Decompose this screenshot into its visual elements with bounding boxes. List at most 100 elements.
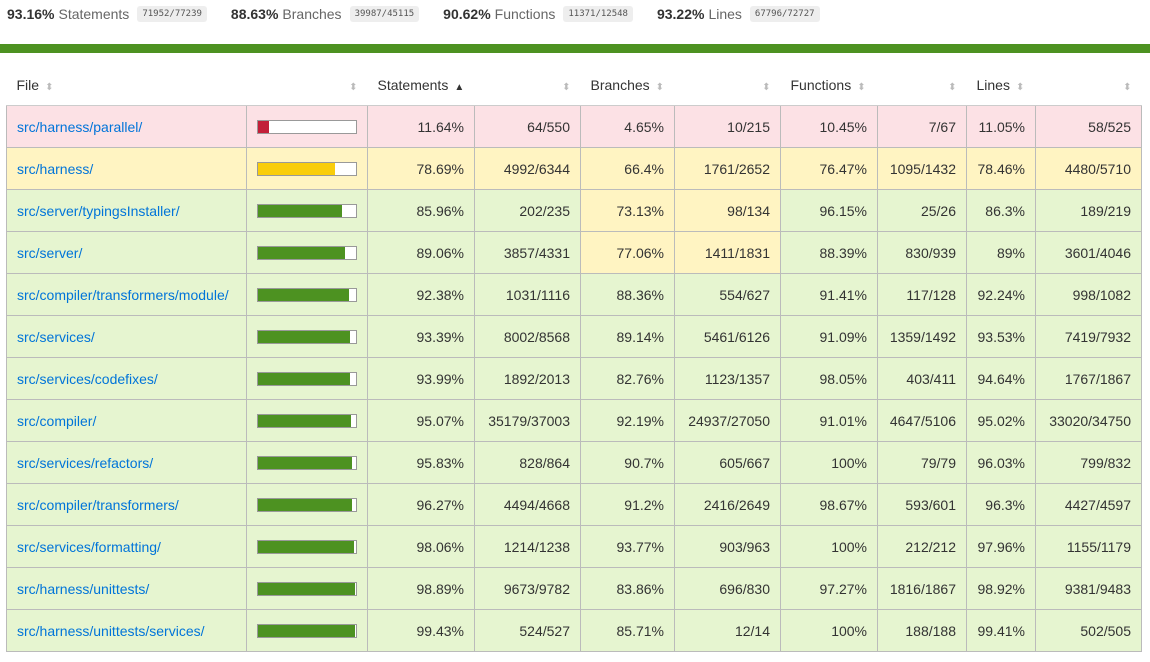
statements-fraction: 4992/6344 — [474, 147, 581, 190]
functions-fraction: 593/601 — [877, 483, 967, 526]
header-label: Branches — [590, 77, 650, 93]
statements-pct: 93.99% — [367, 357, 475, 400]
sort-icon: ⬍ — [655, 82, 665, 93]
sort-icon: ⬍ — [1015, 82, 1025, 93]
sort-icon: ⬍ — [1123, 82, 1132, 93]
table-row: src/services/formatting/98.06% 1214/1238 9… — [6, 525, 1142, 568]
coverage-bar — [257, 581, 357, 596]
statements-fraction: 202/235 — [474, 189, 581, 232]
coverage-bar-cell — [246, 315, 368, 358]
file-link[interactable]: src/harness/unittests/services/ — [17, 622, 205, 639]
functions-fraction: 79/79 — [877, 441, 967, 484]
header-statements-raw[interactable]: ⬍ — [474, 65, 581, 106]
header-statements[interactable]: Statements ▲ — [367, 65, 475, 106]
branches-pct: 88.36% — [580, 273, 675, 316]
branches-pct: 91.2% — [580, 483, 675, 526]
functions-pct: 96.15% — [780, 189, 878, 232]
lines-pct: 97.96% — [966, 525, 1036, 568]
header-functions[interactable]: Functions ⬍ — [780, 65, 878, 106]
summary-lines: 93.22% Lines 67796/72727 — [657, 6, 820, 22]
statements-pct: 92.38% — [367, 273, 475, 316]
functions-pct: 100% — [780, 525, 878, 568]
lines-pct: 99.41% — [966, 609, 1036, 652]
file-link[interactable]: src/harness/parallel/ — [17, 118, 143, 135]
file-cell: src/services/codefixes/ — [6, 357, 247, 400]
file-cell: src/compiler/transformers/ — [6, 483, 247, 526]
coverage-bar-cell — [246, 189, 368, 232]
lines-fraction: 502/505 — [1035, 609, 1142, 652]
statements-pct: 96.27% — [367, 483, 475, 526]
functions-fraction: 7/67 — [877, 105, 967, 148]
header-statements-bar[interactable]: ⬍ — [246, 65, 368, 106]
functions-fraction: 1359/1492 — [877, 315, 967, 358]
statements-fraction: 1031/1116 — [474, 273, 581, 316]
summary-pct: 93.16% — [7, 6, 55, 22]
header-lines-raw[interactable]: ⬍ — [1035, 65, 1142, 106]
file-cell: src/compiler/ — [6, 399, 247, 442]
lines-pct: 78.46% — [966, 147, 1036, 190]
statements-pct: 85.96% — [367, 189, 475, 232]
branches-fraction: 1411/1831 — [674, 231, 781, 274]
branches-fraction: 5461/6126 — [674, 315, 781, 358]
coverage-bar-fill — [258, 204, 343, 217]
lines-fraction: 33020/34750 — [1035, 399, 1142, 442]
branches-pct: 93.77% — [580, 525, 675, 568]
branches-fraction: 696/830 — [674, 567, 781, 610]
file-cell: src/services/ — [6, 315, 247, 358]
header-functions-raw[interactable]: ⬍ — [877, 65, 967, 106]
sort-icon: ⬍ — [562, 82, 571, 93]
coverage-bar — [257, 497, 357, 512]
coverage-bar-cell — [246, 525, 368, 568]
coverage-bar-cell — [246, 357, 368, 400]
sort-icon: ⬍ — [349, 82, 358, 93]
functions-fraction: 25/26 — [877, 189, 967, 232]
coverage-bar — [257, 287, 357, 302]
summary-branches: 88.63% Branches 39987/45115 — [231, 6, 420, 22]
functions-fraction: 1095/1432 — [877, 147, 967, 190]
file-link[interactable]: src/harness/ — [17, 160, 94, 177]
functions-pct: 98.67% — [780, 483, 878, 526]
coverage-bar — [257, 161, 357, 176]
header-branches-raw[interactable]: ⬍ — [674, 65, 781, 106]
branches-fraction: 554/627 — [674, 273, 781, 316]
table-row: src/harness/unittests/98.89% 9673/9782 83.… — [6, 567, 1142, 610]
lines-fraction: 1155/1179 — [1035, 525, 1142, 568]
file-link[interactable]: src/compiler/transformers/module/ — [17, 286, 229, 303]
sort-icon: ⬍ — [762, 82, 771, 93]
file-cell: src/harness/ — [6, 147, 247, 190]
file-link[interactable]: src/services/refactors/ — [17, 454, 154, 471]
summary-fraction: 71952/77239 — [137, 6, 207, 22]
branches-pct: 89.14% — [580, 315, 675, 358]
summary-pct: 93.22% — [656, 6, 705, 22]
branches-fraction: 1123/1357 — [674, 357, 781, 400]
summary-statements: 93.16% Statements 71952/77239 — [7, 6, 207, 22]
branches-fraction: 98/134 — [674, 189, 781, 232]
functions-fraction: 1816/1867 — [877, 567, 967, 610]
file-cell: src/server/ — [6, 231, 247, 274]
statements-pct: 89.06% — [367, 231, 475, 274]
file-cell: src/compiler/transformers/module/ — [6, 273, 247, 316]
summary-label: Functions — [494, 6, 556, 22]
header-lines[interactable]: Lines ⬍ — [966, 65, 1036, 106]
statements-fraction: 828/864 — [474, 441, 581, 484]
branches-pct: 82.76% — [580, 357, 675, 400]
file-link[interactable]: src/harness/unittests/ — [17, 580, 150, 597]
coverage-bar — [257, 623, 357, 638]
file-link[interactable]: src/server/typingsInstaller/ — [17, 202, 180, 219]
header-branches[interactable]: Branches ⬍ — [580, 65, 675, 106]
functions-fraction: 830/939 — [877, 231, 967, 274]
summary-label: Branches — [282, 6, 342, 22]
header-file[interactable]: File ⬍ — [6, 65, 247, 106]
coverage-status-bar — [0, 44, 1150, 53]
coverage-bar-cell — [246, 567, 368, 610]
lines-fraction: 4480/5710 — [1035, 147, 1142, 190]
file-link[interactable]: src/compiler/transformers/ — [17, 496, 179, 513]
coverage-bar — [257, 539, 357, 554]
file-link[interactable]: src/services/codefixes/ — [17, 370, 158, 387]
file-link[interactable]: src/server/ — [17, 244, 83, 261]
file-link[interactable]: src/services/ — [17, 328, 95, 345]
coverage-bar — [257, 329, 357, 344]
file-link[interactable]: src/compiler/ — [17, 412, 97, 429]
lines-pct: 95.02% — [966, 399, 1036, 442]
file-link[interactable]: src/services/formatting/ — [17, 538, 161, 555]
